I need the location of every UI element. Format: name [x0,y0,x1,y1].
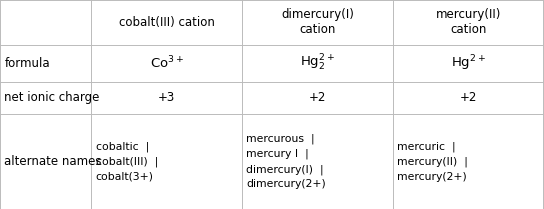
Text: alternate names: alternate names [4,155,102,168]
Text: mercurous  |
mercury I  |
dimercury(I)  |
dimercury(2+): mercurous | mercury I | dimercury(I) | d… [246,134,326,189]
Text: $\mathregular{Hg}_2^{2+}$: $\mathregular{Hg}_2^{2+}$ [300,53,335,73]
Text: net ionic charge: net ionic charge [4,91,100,104]
Text: cobalt(III) cation: cobalt(III) cation [119,16,215,29]
Text: +2: +2 [460,91,477,104]
Text: $\mathregular{Co}^{3+}$: $\mathregular{Co}^{3+}$ [150,55,184,71]
Text: $\mathregular{Hg}^{2+}$: $\mathregular{Hg}^{2+}$ [450,54,486,73]
Text: +2: +2 [309,91,326,104]
Text: dimercury(I)
cation: dimercury(I) cation [281,9,354,36]
Text: cobaltic  |
cobalt(III)  |
cobalt(3+): cobaltic | cobalt(III) | cobalt(3+) [96,141,158,182]
Text: +3: +3 [158,91,175,104]
Text: formula: formula [4,57,50,70]
Text: mercury(II)
cation: mercury(II) cation [435,9,501,36]
Text: mercuric  |
mercury(II)  |
mercury(2+): mercuric | mercury(II) | mercury(2+) [397,141,468,182]
